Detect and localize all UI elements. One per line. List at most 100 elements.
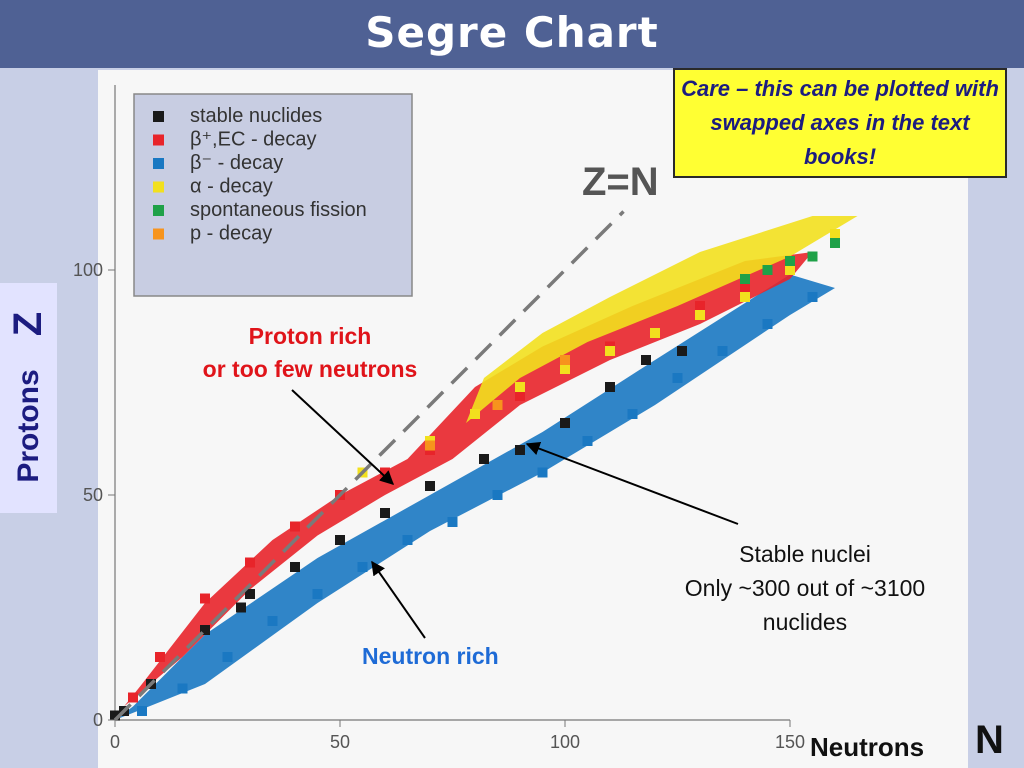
legend-box	[133, 93, 413, 297]
nuclide-point	[695, 310, 705, 320]
nuclide-point	[641, 355, 651, 365]
title-bar: Segre Chart	[0, 0, 1024, 68]
nuclide-point	[762, 265, 773, 275]
care-note-text: Care – this can be plotted with swapped …	[681, 76, 999, 169]
x-tick-label: 50	[330, 732, 350, 752]
z-axis-letter: Z	[6, 311, 50, 337]
legend-swatch	[153, 111, 164, 122]
nuclide-point	[740, 274, 750, 284]
nuclide-point	[290, 562, 300, 572]
stable-line1: Stable nuclei	[739, 541, 871, 567]
nuclide-point	[222, 652, 233, 662]
nuclide-point	[605, 382, 615, 392]
legend-swatch	[153, 134, 164, 146]
care-note-box: Care – this can be plotted with swapped …	[673, 68, 1007, 178]
nuclide-point	[312, 589, 323, 599]
nuclide-point	[785, 265, 795, 275]
nuclide-point	[128, 692, 138, 703]
nuclide-point	[335, 535, 345, 545]
nuclide-point	[402, 535, 413, 545]
legend-swatch	[153, 181, 164, 193]
y-tick-label: 50	[83, 485, 103, 505]
proton-rich-line2: or too few neutrons	[202, 356, 418, 382]
nuclide-point	[807, 292, 818, 302]
nuclide-point	[357, 562, 368, 572]
proton-rich-annotation: Proton rich or too few neutrons	[160, 320, 460, 386]
nuclide-point	[695, 301, 705, 311]
nuclide-point	[492, 400, 503, 410]
nuclide-point	[515, 382, 525, 392]
nuclide-point	[137, 706, 147, 716]
z-equals-n-label: Z=N	[582, 160, 659, 204]
stable-line2: Only ~300 out of ~3100	[684, 575, 926, 601]
nuclide-point	[807, 251, 818, 262]
x-tick-label: 0	[110, 732, 120, 752]
annotation-arrow	[371, 560, 426, 639]
legend-label: β⁻ - decay	[190, 152, 283, 174]
legend-label: β⁺,EC - decay	[190, 129, 317, 151]
nuclide-point	[479, 454, 489, 464]
nuclide-point	[155, 652, 165, 662]
legend-label: spontaneous fission	[190, 199, 367, 221]
y-tick-label: 100	[73, 260, 103, 280]
nuclide-point	[650, 328, 660, 338]
annotation-arrow	[291, 389, 395, 485]
nuclide-point	[267, 616, 278, 626]
annotation-arrow	[525, 441, 739, 525]
legend-label: stable nuclides	[190, 105, 322, 127]
z-equals-n-line	[113, 210, 625, 722]
x-tick-label: 100	[550, 732, 580, 752]
nuclide-point	[110, 710, 120, 721]
nuclide-point	[425, 481, 435, 491]
stable-line3: nuclides	[762, 609, 848, 635]
nuclide-point	[200, 625, 210, 635]
nuclide-point	[515, 445, 525, 455]
legend-swatch	[153, 228, 164, 240]
nuclide-point	[560, 364, 570, 374]
legend-label: α - decay	[190, 176, 273, 198]
nuclide-point	[200, 593, 210, 604]
nuclide-point	[677, 346, 687, 356]
axis-ticks: 0 50 100 150 0 50 100	[73, 260, 805, 752]
nuclide-point	[177, 683, 188, 694]
nuclide-point	[560, 355, 570, 365]
nuclide-point	[605, 346, 615, 356]
legend-swatch	[153, 205, 164, 216]
nuclide-point	[717, 346, 728, 356]
protons-label-box	[0, 283, 57, 513]
annotation-arrows	[291, 389, 739, 639]
nuclide-point	[627, 409, 638, 419]
nuclide-band	[466, 216, 858, 423]
slide-title: Segre Chart	[365, 8, 659, 57]
nuclide-point	[515, 391, 525, 401]
n-axis-letter: N	[975, 718, 1004, 762]
nuclide-point	[560, 418, 570, 428]
nuclide-point	[830, 229, 840, 239]
y-axis-label: Protons	[12, 369, 45, 483]
nuclide-point	[537, 467, 548, 478]
nuclide-point	[762, 319, 773, 329]
nuclide-point	[245, 557, 255, 568]
proton-rich-line1: Proton rich	[248, 323, 372, 349]
x-axis-label: Neutrons	[810, 732, 925, 762]
nuclide-point	[582, 436, 593, 446]
nuclide-point	[236, 602, 246, 613]
nuclide-band	[115, 274, 835, 720]
y-tick-label: 0	[93, 710, 103, 730]
nuclide-point	[785, 256, 795, 266]
nuclide-point	[672, 373, 683, 383]
nuclide-point	[740, 283, 750, 293]
stable-nuclei-annotation: Stable nuclei Only ~300 out of ~3100 nuc…	[640, 537, 970, 639]
legend-label: p - decay	[190, 223, 272, 245]
nuclide-point	[425, 440, 435, 451]
nuclide-point	[492, 490, 503, 500]
x-tick-label: 150	[775, 732, 805, 752]
nuclide-point	[245, 589, 255, 599]
nuclide-point	[380, 508, 390, 518]
nuclide-point	[830, 238, 840, 248]
nuclide-point	[470, 409, 480, 419]
legend-swatch	[153, 158, 164, 169]
nuclide-point	[290, 521, 300, 532]
